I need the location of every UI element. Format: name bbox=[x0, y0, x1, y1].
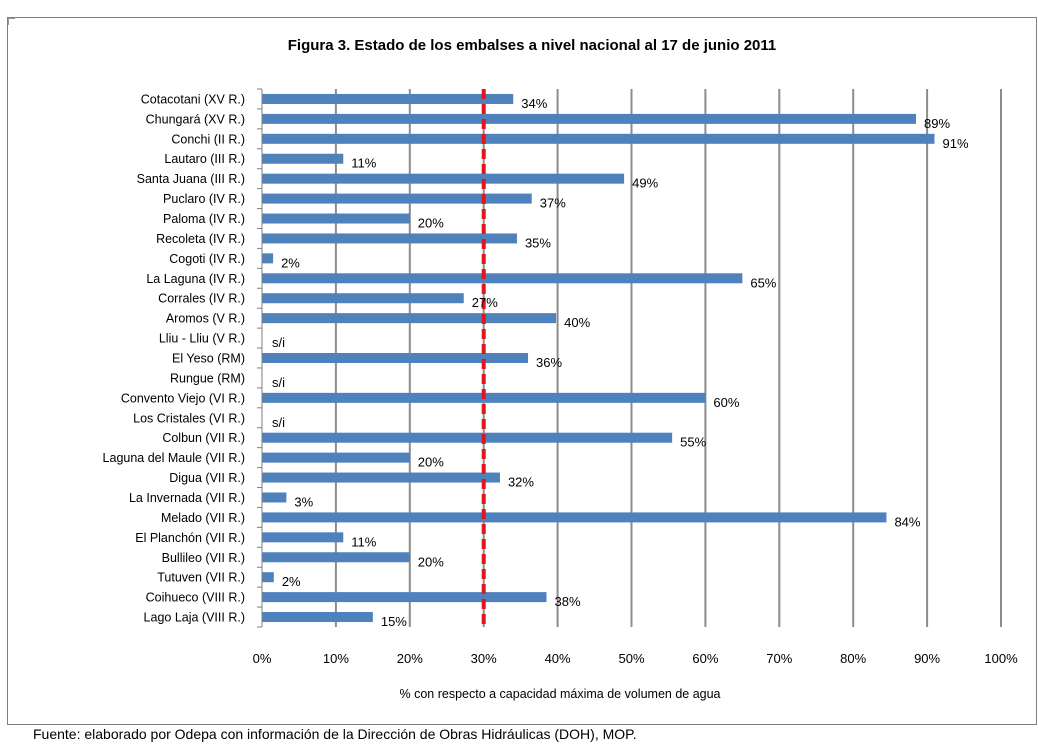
bar bbox=[262, 193, 532, 204]
x-tick-label: 80% bbox=[840, 651, 866, 666]
bar bbox=[262, 153, 344, 164]
bar bbox=[262, 532, 344, 543]
category-label: Chungará (XV R.) bbox=[146, 112, 245, 126]
category-label: Recoleta (IV R.) bbox=[156, 232, 245, 246]
bar bbox=[262, 612, 373, 623]
category-label: Cotacotani (XV R.) bbox=[141, 92, 245, 106]
category-label: Cogoti (IV R.) bbox=[169, 252, 245, 266]
x-tick-label: 60% bbox=[692, 651, 718, 666]
bar bbox=[262, 113, 917, 124]
data-label: 3% bbox=[294, 494, 313, 509]
category-label: Los Cristales (VI R.) bbox=[133, 411, 245, 425]
category-label: Corrales (IV R.) bbox=[158, 292, 245, 306]
category-label: Santa Juana (III R.) bbox=[137, 172, 245, 186]
category-label: Digua (VII R.) bbox=[169, 471, 245, 485]
bar bbox=[262, 293, 464, 304]
bar bbox=[262, 492, 287, 503]
category-label: Colbun (VII R.) bbox=[162, 431, 245, 445]
bar bbox=[262, 552, 410, 563]
category-label: El Planchón (VII R.) bbox=[135, 531, 245, 545]
bar bbox=[262, 472, 500, 483]
corner-mark bbox=[8, 18, 15, 25]
category-label: Tutuven (VII R.) bbox=[157, 571, 245, 585]
data-label: 20% bbox=[418, 554, 444, 569]
x-tick-label: 20% bbox=[397, 651, 423, 666]
x-tick-label: 100% bbox=[984, 651, 1018, 666]
data-label: 91% bbox=[942, 136, 968, 151]
category-label: Paloma (IV R.) bbox=[163, 212, 245, 226]
data-label: 60% bbox=[713, 395, 739, 410]
x-tick-label: 50% bbox=[618, 651, 644, 666]
bar bbox=[262, 253, 274, 264]
data-label: 49% bbox=[632, 176, 658, 191]
bar bbox=[262, 313, 557, 324]
category-label: Lliu - Lliu (V R.) bbox=[159, 332, 245, 346]
data-label: 55% bbox=[680, 435, 706, 450]
x-tick-label: 90% bbox=[914, 651, 940, 666]
bar bbox=[262, 273, 743, 284]
x-axis-label: % con respecto a capacidad máxima de vol… bbox=[399, 687, 720, 701]
bar bbox=[262, 173, 625, 184]
data-label: 2% bbox=[281, 255, 300, 270]
x-tick-label: 70% bbox=[766, 651, 792, 666]
category-label: Conchi (II R.) bbox=[171, 132, 245, 146]
bar bbox=[262, 432, 673, 443]
data-label: 27% bbox=[472, 295, 498, 310]
x-tick-labels: 0% 10% 20% 30% 40% 50% 60% 70% 80% 90% 100% bbox=[253, 651, 1018, 666]
x-tick-label: 40% bbox=[545, 651, 571, 666]
bar bbox=[262, 512, 887, 523]
category-label: Aromos (V R.) bbox=[166, 312, 245, 326]
category-label: Melado (VII R.) bbox=[161, 511, 245, 525]
data-labels: 34% 89% 91% 11% 49% 37% 20% 35% 2% 65% 27% 40% s/i 36… bbox=[272, 96, 969, 629]
source-note: Fuente: elaborado por Odepa con informac… bbox=[33, 726, 637, 742]
y-axis bbox=[257, 88, 263, 628]
data-label: 36% bbox=[536, 355, 562, 370]
data-label: 20% bbox=[418, 216, 444, 231]
data-label: s/i bbox=[272, 375, 285, 390]
data-label: 34% bbox=[521, 96, 547, 111]
data-label: 20% bbox=[418, 455, 444, 470]
bar bbox=[262, 133, 935, 144]
bar bbox=[262, 213, 410, 224]
data-label: 15% bbox=[381, 614, 407, 629]
x-tick-label: 0% bbox=[253, 651, 272, 666]
category-label: Coihueco (VIII R.) bbox=[146, 591, 245, 605]
category-label: Convento Viejo (VI R.) bbox=[121, 391, 245, 405]
data-label: 37% bbox=[540, 196, 566, 211]
bar bbox=[262, 452, 410, 463]
category-label: Lago Laja (VIII R.) bbox=[144, 611, 245, 625]
data-label: 65% bbox=[750, 275, 776, 290]
data-label: s/i bbox=[272, 335, 285, 350]
category-label: Puclaro (IV R.) bbox=[163, 192, 245, 206]
data-label: 89% bbox=[924, 116, 950, 131]
bar bbox=[262, 93, 514, 104]
bar bbox=[262, 572, 274, 583]
category-label: La Invernada (VII R.) bbox=[129, 491, 245, 505]
data-label: 84% bbox=[894, 514, 920, 529]
category-label: La Laguna (IV R.) bbox=[146, 272, 245, 286]
data-label: 11% bbox=[351, 534, 376, 549]
data-label: 35% bbox=[525, 235, 551, 250]
category-label: Rungue (RM) bbox=[170, 371, 245, 385]
category-label: El Yeso (RM) bbox=[172, 352, 245, 366]
bar bbox=[262, 353, 529, 363]
x-tick-label: 10% bbox=[323, 651, 349, 666]
chart-title: Figura 3. Estado de los embalses a nivel… bbox=[288, 37, 777, 54]
data-label: s/i bbox=[272, 415, 285, 430]
category-labels: Cotacotani (XV R.) Chungará (XV R.) Conchi… bbox=[103, 92, 245, 624]
data-label: 38% bbox=[555, 594, 581, 609]
data-label: 2% bbox=[282, 574, 301, 589]
bar bbox=[262, 233, 517, 244]
data-label: 11% bbox=[351, 156, 376, 171]
x-tick-label: 30% bbox=[471, 651, 497, 666]
data-label: 32% bbox=[508, 475, 534, 490]
category-label: Lautaro (III R.) bbox=[164, 152, 245, 166]
category-label: Bullileo (VII R.) bbox=[162, 551, 245, 565]
bar bbox=[262, 592, 547, 603]
data-label: 40% bbox=[564, 315, 590, 330]
category-label: Laguna del Maule (VII R.) bbox=[103, 451, 245, 465]
